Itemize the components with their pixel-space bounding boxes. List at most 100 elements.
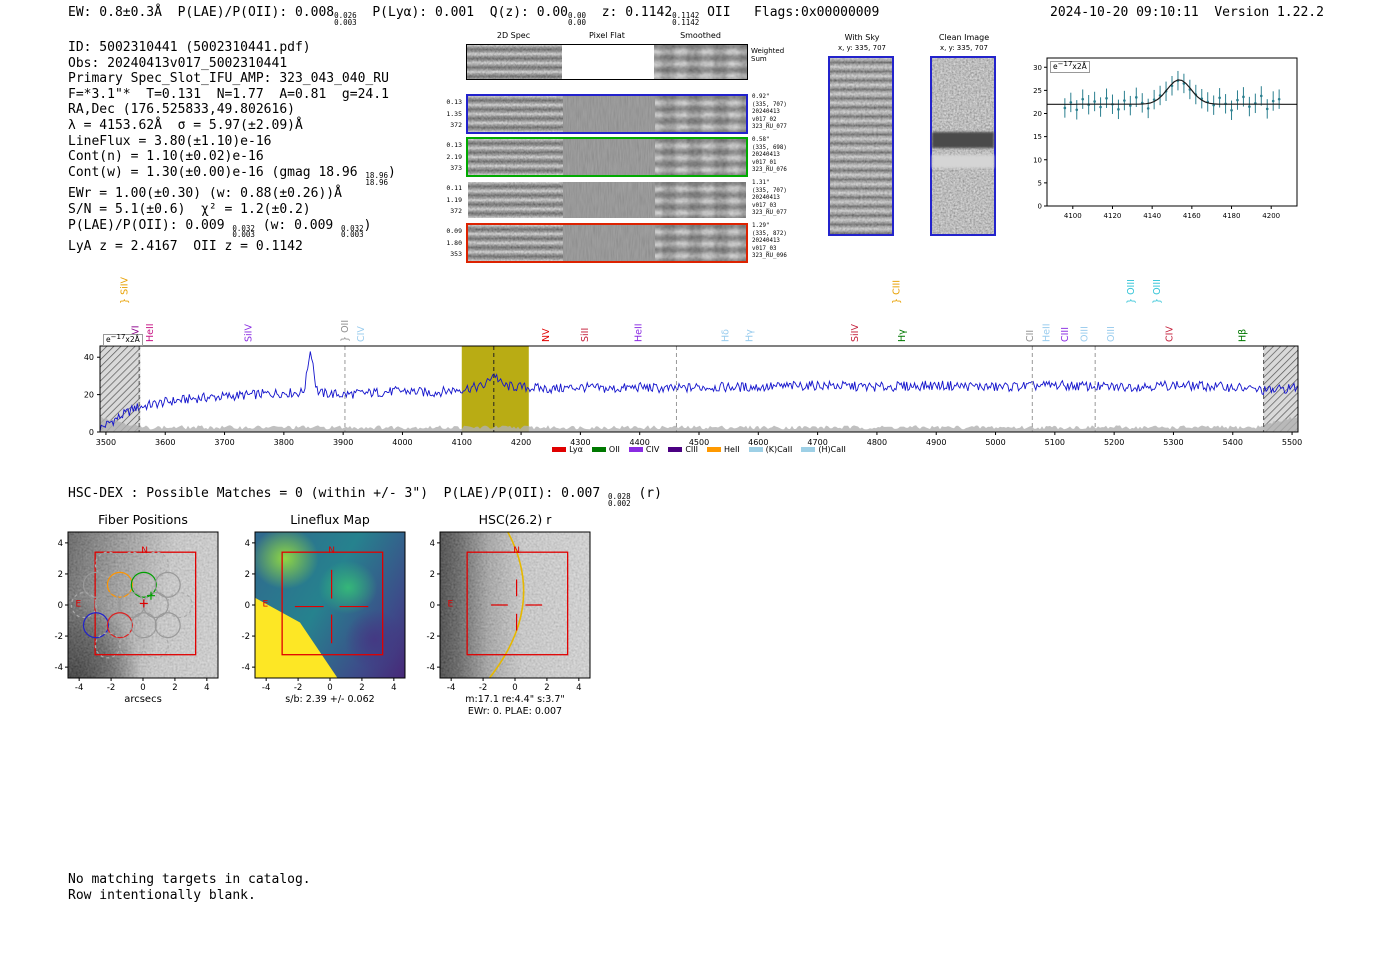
clean-image-title: Clean Image [938,33,990,42]
emission-line-label: OIII [1106,326,1117,342]
info-line: EWr = 1.00(±0.30) (w: 0.88(±0.26))Å [68,186,342,202]
tick-label: 2 [430,570,435,580]
tick-label: 4160 [1183,212,1201,220]
tick-label: -2 [242,632,250,642]
spec2d-row [466,94,748,134]
col-header-smoothed: Smoothed [680,31,721,40]
info-line: S/N = 5.1(±0.6) χ² = 1.2(±0.2) [68,201,311,217]
lineflux-map-title: Lineflux Map [290,512,370,527]
fiber-positions-title: Fiber Positions [98,512,188,527]
2d-spec-weighted-image [467,45,562,79]
tick-label: 4100 [1064,212,1082,220]
legend-item: OII [591,445,620,454]
spec2d-row-left-labels: 0.09 1.80 353 [446,227,462,258]
tick-label: 0 [58,601,63,611]
emission-line-label: NV [541,328,552,342]
emission-line-label: } OII [340,320,351,342]
tick-label: 0 [430,601,435,611]
tick-label: 4 [430,539,435,549]
masked-edge-band [1263,346,1298,432]
spectrum-legend: Lyα OII CIV CIII HeII (K)CaII (H)CaII [100,445,1298,454]
tick-label: 2 [245,570,250,580]
tick-label: -4 [55,663,63,673]
tick-label: 40 [84,353,94,362]
flux-spectrum [99,351,1299,432]
tick-label: -4 [427,663,435,673]
with-sky-coords: x, y: 335, 707 [838,44,886,52]
tick-label: 0 [512,683,517,693]
info-line: P(LAE)/P(OII): 0.009 0.032 0.003 (w: 0.00… [68,217,372,240]
spec2d-row-left-labels: 0.11 1.19 372 [446,184,462,215]
tick-label: 4 [391,683,396,693]
tick-label: 30 [1033,64,1042,72]
emission-line-label: } CIII [891,280,902,304]
emission-line-label: } OIII [1152,279,1163,304]
error-spectrum [100,416,1298,432]
hsc-title: HSC(26.2) r [478,512,552,527]
info-line: λ = 4153.62Å σ = 5.97(±2.09)Å [68,117,303,133]
tick-label: -2 [55,632,63,642]
tick-label: 25 [1033,87,1042,95]
tick-label: 0 [140,683,145,693]
stacked-value: 0.028 0.002 [608,492,631,508]
col-header-pixel-flat: Pixel Flat [589,31,625,40]
info-line: RA,Dec (176.525833,49.802616) [68,102,295,118]
info-line: F=*3.1"* T=0.131 N=1.77 A=0.81 g=24.1 [68,86,389,102]
with-sky-title: With Sky [844,33,880,42]
spec2d-row [466,137,748,177]
pixel-flat-weighted-blank [562,45,654,79]
header-datetime: 2024-10-20 09:10:11 Version 1.22.2 [1050,5,1324,20]
tick-label: 4120 [1104,212,1122,220]
legend-item: Lyα [552,445,583,454]
stacked-value: 0.032 0.003 [341,223,364,240]
tick-label: -4 [75,683,83,693]
tick-label: 0 [1038,203,1042,211]
tick-label: -2 [107,683,115,693]
legend-swatch [668,447,683,452]
tick-label: 20 [84,391,94,400]
tick-label: -2 [427,632,435,642]
spec2d-row-right-labels: 1.31" (335, 707) 20240413 v017_03 323_RU_077 [752,180,787,217]
legend-swatch [552,447,567,452]
legend-item: (H)CaII [801,445,846,454]
header-stats: EW: 0.8±0.3Å P(LAE)/P(OII): 0.008 0.026 0.… [68,5,880,27]
emission-line-label: Hγ [897,329,908,342]
stacked-value: 0.032 0.003 [232,223,255,240]
tick-label: 2 [359,683,364,693]
tick-label: 4 [204,683,209,693]
tick-label: -2 [294,683,302,693]
tick-label: -2 [479,683,487,693]
emission-line-label: OIII [1079,326,1090,342]
info-line: Primary Spec_Slot_IFU_AMP: 323_043_040_R… [68,71,389,87]
fiber-positions-image [68,532,218,678]
clean-image-dark-band [932,131,994,148]
tick-label: 4180 [1223,212,1241,220]
lineflux-map-image [255,532,405,678]
stacked-value: 18.96 18.96 [365,170,388,187]
zoom-spectrum-plot: 4100 4120 4140 4160 4180 4200 0 5 10 15 20 25 30 [1033,57,1298,220]
smoothed-weighted-image [654,45,747,79]
info-line: Obs: 20240413v017_5002310441 [68,55,288,71]
emission-line-label: Hγ [744,329,755,342]
hsc-sublabel: EWr: 0. PLAE: 0.007 [467,706,563,717]
tick-label: 4 [576,683,581,693]
emission-line-label: Hβ [1237,329,1248,342]
stacked-value: 0.1142 0.1142 [672,11,700,27]
tick-label: 4140 [1143,212,1161,220]
info-line: LineFlux = 3.80(±1.10)e-16 [68,133,272,149]
legend-item: HeII [707,445,740,454]
detection-info-block: ID: 5002310441 (5002310441.pdf) Obs: 2024… [68,40,396,255]
weighted-sum-strip [466,44,748,80]
emission-line-label: CII [1025,330,1036,342]
tick-label: -4 [262,683,270,693]
emission-line-label: HeII [145,323,156,342]
tick-label: 5 [1038,179,1042,187]
emission-line-label: SiIV [243,324,254,342]
spec2d-row [466,223,748,263]
with-sky-image [828,56,894,236]
tick-label: 2 [58,570,63,580]
tick-label: 15 [1033,133,1042,141]
lineflux-xlabel: s/b: 2.39 +/- 0.062 [285,694,375,705]
spec2d-row-right-labels: 0.92" (335, 707) 20240413 v017_02 323_RU_077 [752,94,787,131]
